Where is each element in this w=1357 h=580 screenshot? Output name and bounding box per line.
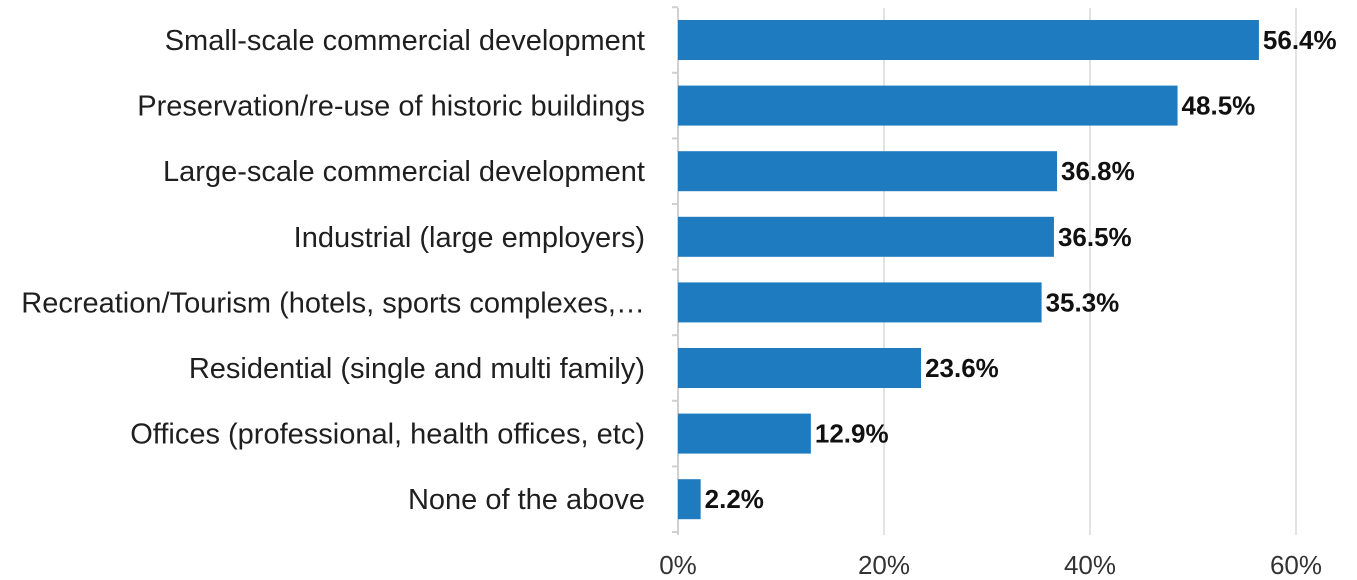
bar (678, 282, 1042, 323)
bar (678, 20, 1259, 60)
data-label: 12.9% (815, 419, 889, 449)
bar (678, 151, 1058, 192)
data-label: 36.5% (1058, 222, 1132, 252)
category-label: Preservation/re-use of historic building… (137, 91, 645, 123)
category-label: Residential (single and multi family) (189, 353, 645, 385)
bar (678, 216, 1054, 257)
bar-layer (678, 20, 1259, 520)
bar (678, 413, 811, 454)
data-label: 56.4% (1263, 25, 1337, 55)
label-layer: Small-scale commercial development 56.4% P… (21, 25, 1336, 516)
data-label: 36.8% (1061, 156, 1135, 186)
tick-layer: 0% 20% 40% 60% (659, 550, 1322, 580)
data-label: 48.5% (1182, 91, 1256, 121)
x-tick-label: 20% (858, 550, 910, 580)
category-label: Large-scale commercial development (163, 156, 645, 188)
bar (678, 348, 922, 388)
category-label: Offices (professional, health offices, e… (130, 419, 645, 451)
category-label: Recreation/Tourism (hotels, sports compl… (21, 287, 645, 319)
x-tick-label: 60% (1270, 550, 1322, 580)
category-label: Small-scale commercial development (165, 25, 645, 57)
category-label: Industrial (large employers) (294, 222, 645, 254)
bar (678, 479, 701, 520)
bar (678, 85, 1178, 126)
data-label: 23.6% (925, 353, 999, 383)
data-label: 2.2% (705, 484, 764, 514)
data-label: 35.3% (1046, 287, 1120, 317)
x-tick-label: 40% (1064, 550, 1116, 580)
x-tick-label: 0% (659, 550, 697, 580)
category-label: None of the above (408, 484, 645, 516)
